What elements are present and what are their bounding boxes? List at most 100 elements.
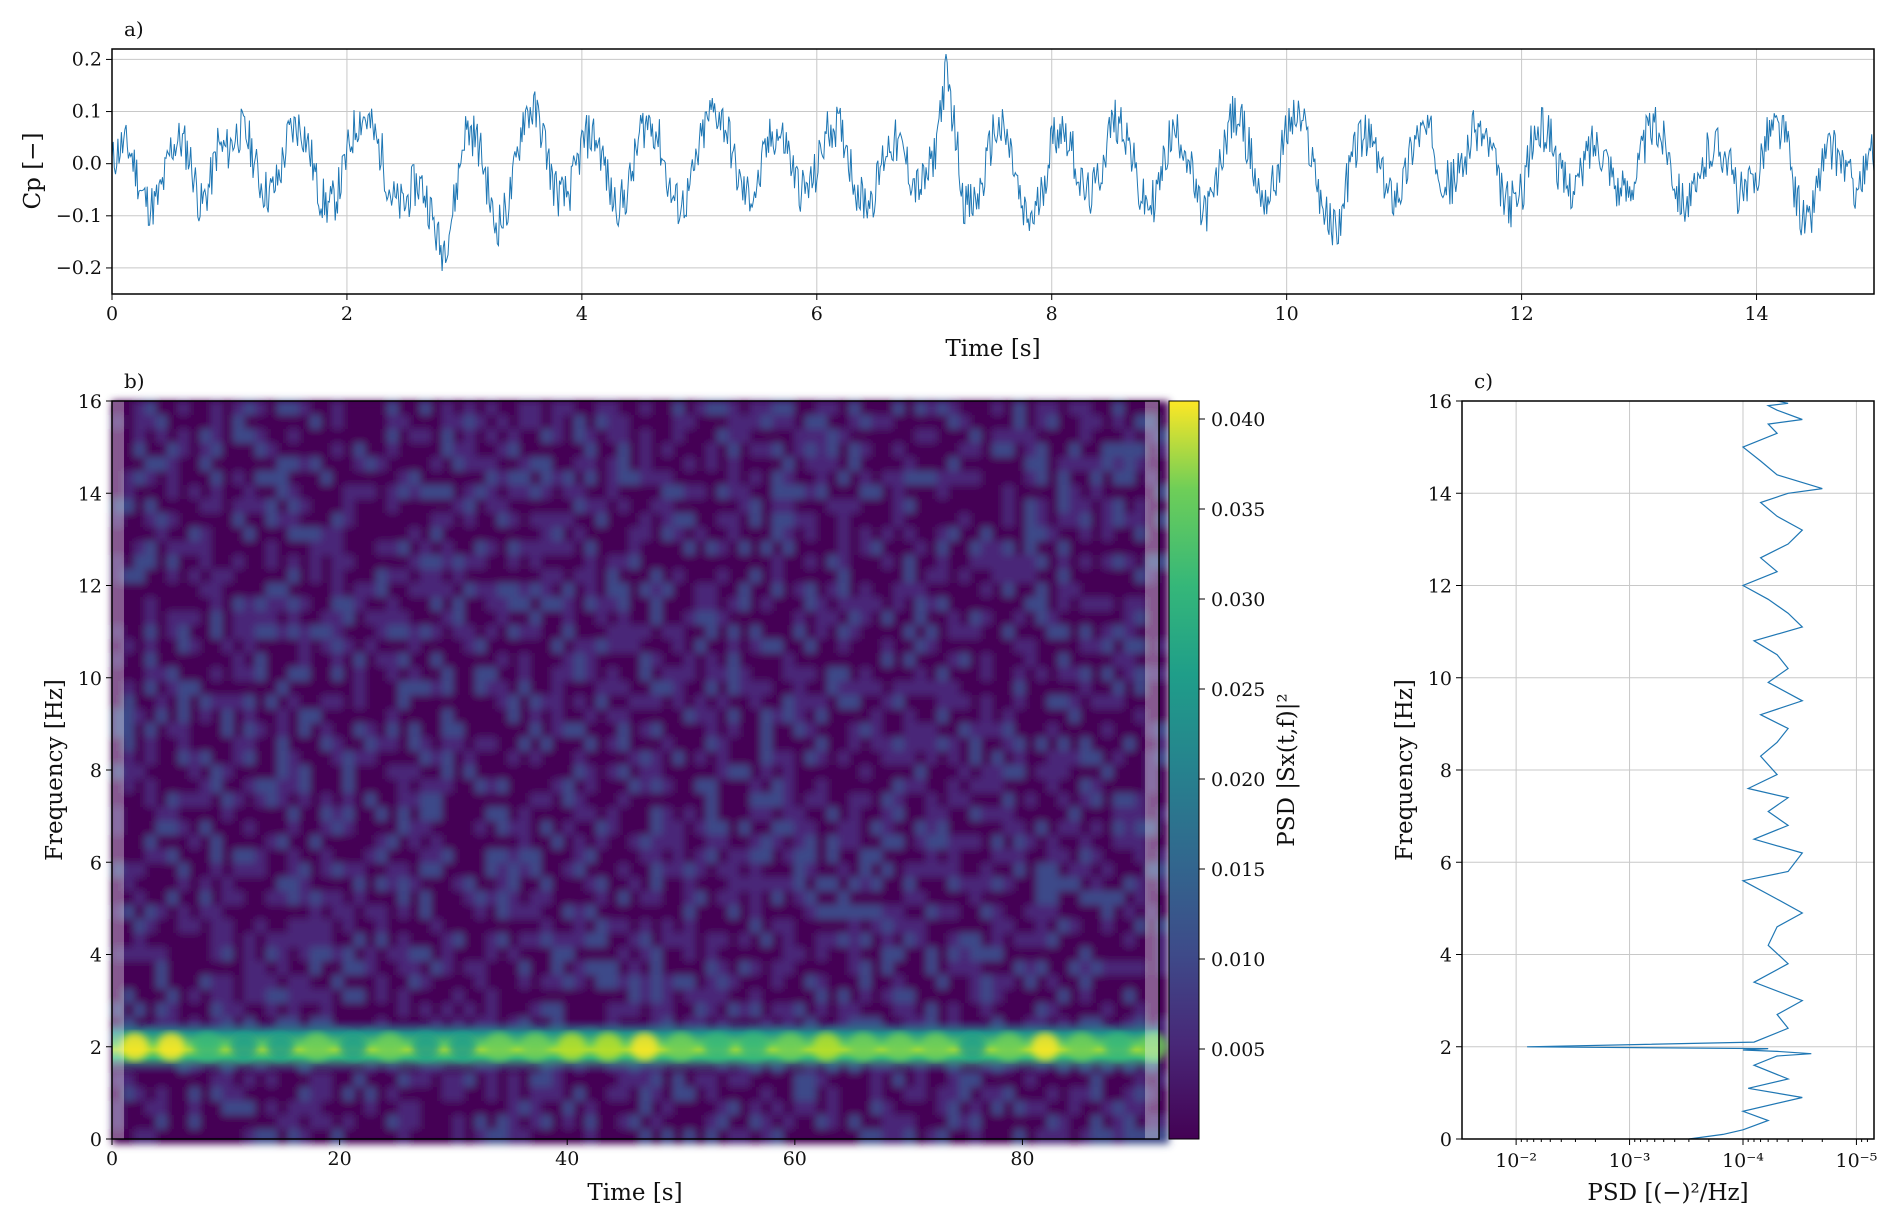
heatmap-cell	[629, 863, 641, 878]
heatmap-cell	[464, 597, 476, 612]
heatmap-cell	[607, 821, 619, 836]
heatmap-cell	[1069, 989, 1081, 1004]
heatmap-cell	[673, 793, 685, 808]
heatmap-cell	[464, 891, 476, 906]
heatmap-cell	[376, 471, 388, 486]
heatmap-cell	[1091, 1101, 1103, 1116]
heatmap-cell	[1025, 401, 1037, 416]
heatmap-cell	[640, 1073, 652, 1088]
heatmap-cell	[662, 919, 674, 934]
heatmap-cell	[530, 527, 542, 542]
heatmap-cell	[893, 1003, 905, 1018]
heatmap-cell	[464, 863, 476, 878]
heatmap-cell	[233, 457, 245, 472]
heatmap-cell	[673, 1087, 685, 1102]
heatmap-cell	[431, 723, 443, 738]
heatmap-cell	[783, 499, 795, 514]
heatmap-cell	[596, 807, 608, 822]
heatmap-cell	[200, 695, 212, 710]
heatmap-cell	[442, 807, 454, 822]
heatmap-cell	[1003, 569, 1015, 584]
heatmap-cell	[794, 541, 806, 556]
heatmap-cell	[871, 779, 883, 794]
heatmap-cell	[695, 415, 707, 430]
heatmap-cell	[1091, 919, 1103, 934]
heatmap-cell	[607, 639, 619, 654]
heatmap-cell	[453, 625, 465, 640]
heatmap-cell	[816, 569, 828, 584]
heatmap-cell	[409, 471, 421, 486]
heatmap-cell	[145, 471, 157, 486]
heatmap-cell	[376, 401, 388, 416]
heatmap-cell	[607, 863, 619, 878]
heatmap-cell	[552, 1101, 564, 1116]
heatmap-cell	[596, 975, 608, 990]
heatmap-cell	[1047, 639, 1059, 654]
heatmap-cell	[750, 919, 762, 934]
heatmap-cell	[1025, 877, 1037, 892]
heatmap-cell	[420, 975, 432, 990]
heatmap-cell	[849, 821, 861, 836]
heatmap-cell	[882, 513, 894, 528]
heatmap-cell	[926, 443, 938, 458]
heatmap-cell	[552, 597, 564, 612]
heatmap-cell	[376, 653, 388, 668]
heatmap-cell	[354, 611, 366, 626]
heatmap-cell	[849, 429, 861, 444]
heatmap-cell	[750, 1115, 762, 1130]
heatmap-cell	[288, 807, 300, 822]
heatmap-cell	[1003, 821, 1015, 836]
heatmap-cell	[1124, 583, 1136, 598]
heatmap-cell	[970, 849, 982, 864]
heatmap-cell	[365, 611, 377, 626]
heatmap-cell	[1113, 1101, 1125, 1116]
heatmap-cell	[761, 835, 773, 850]
heatmap-cell	[1102, 583, 1114, 598]
heatmap-cell	[1014, 401, 1026, 416]
heatmap-cell	[838, 1073, 850, 1088]
heatmap-cell	[156, 653, 168, 668]
heatmap-cell	[321, 583, 333, 598]
heatmap-cell	[739, 1073, 751, 1088]
heatmap-cell	[970, 499, 982, 514]
heatmap-cell	[321, 947, 333, 962]
heatmap-cell	[640, 989, 652, 1004]
heatmap-cell	[794, 611, 806, 626]
heatmap-cell	[310, 947, 322, 962]
heatmap-cell	[255, 1129, 267, 1144]
heatmap-cell	[937, 807, 949, 822]
heatmap-cell	[453, 807, 465, 822]
heatmap-cell	[937, 443, 949, 458]
heatmap-cell	[431, 1101, 443, 1116]
heatmap-cell	[464, 499, 476, 514]
heatmap-cell	[222, 583, 234, 598]
heatmap-cell	[761, 513, 773, 528]
heatmap-cell	[607, 961, 619, 976]
heatmap-cell	[343, 765, 355, 780]
heatmap-cell	[816, 905, 828, 920]
heatmap-cell	[1014, 513, 1026, 528]
heatmap-cell	[310, 737, 322, 752]
heatmap-cell	[409, 1087, 421, 1102]
heatmap-cell	[376, 625, 388, 640]
heatmap-cell	[167, 485, 179, 500]
heatmap-cell	[409, 443, 421, 458]
heatmap-cell	[1036, 695, 1048, 710]
heatmap-cell	[299, 415, 311, 430]
heatmap-cell	[893, 709, 905, 724]
heatmap-cell	[497, 499, 509, 514]
heatmap-cell	[959, 1003, 971, 1018]
heatmap-cell	[981, 1115, 993, 1130]
heatmap-cell	[816, 471, 828, 486]
heatmap-cell	[398, 667, 410, 682]
heatmap-cell	[1124, 541, 1136, 556]
heatmap-cell	[1135, 541, 1147, 556]
heatmap-cell	[596, 1003, 608, 1018]
heatmap-cell	[255, 779, 267, 794]
heatmap-cell	[783, 737, 795, 752]
heatmap-cell	[156, 821, 168, 836]
heatmap-cell	[805, 429, 817, 444]
heatmap-cell	[167, 555, 179, 570]
heatmap-cell	[497, 513, 509, 528]
heatmap-cell	[871, 919, 883, 934]
